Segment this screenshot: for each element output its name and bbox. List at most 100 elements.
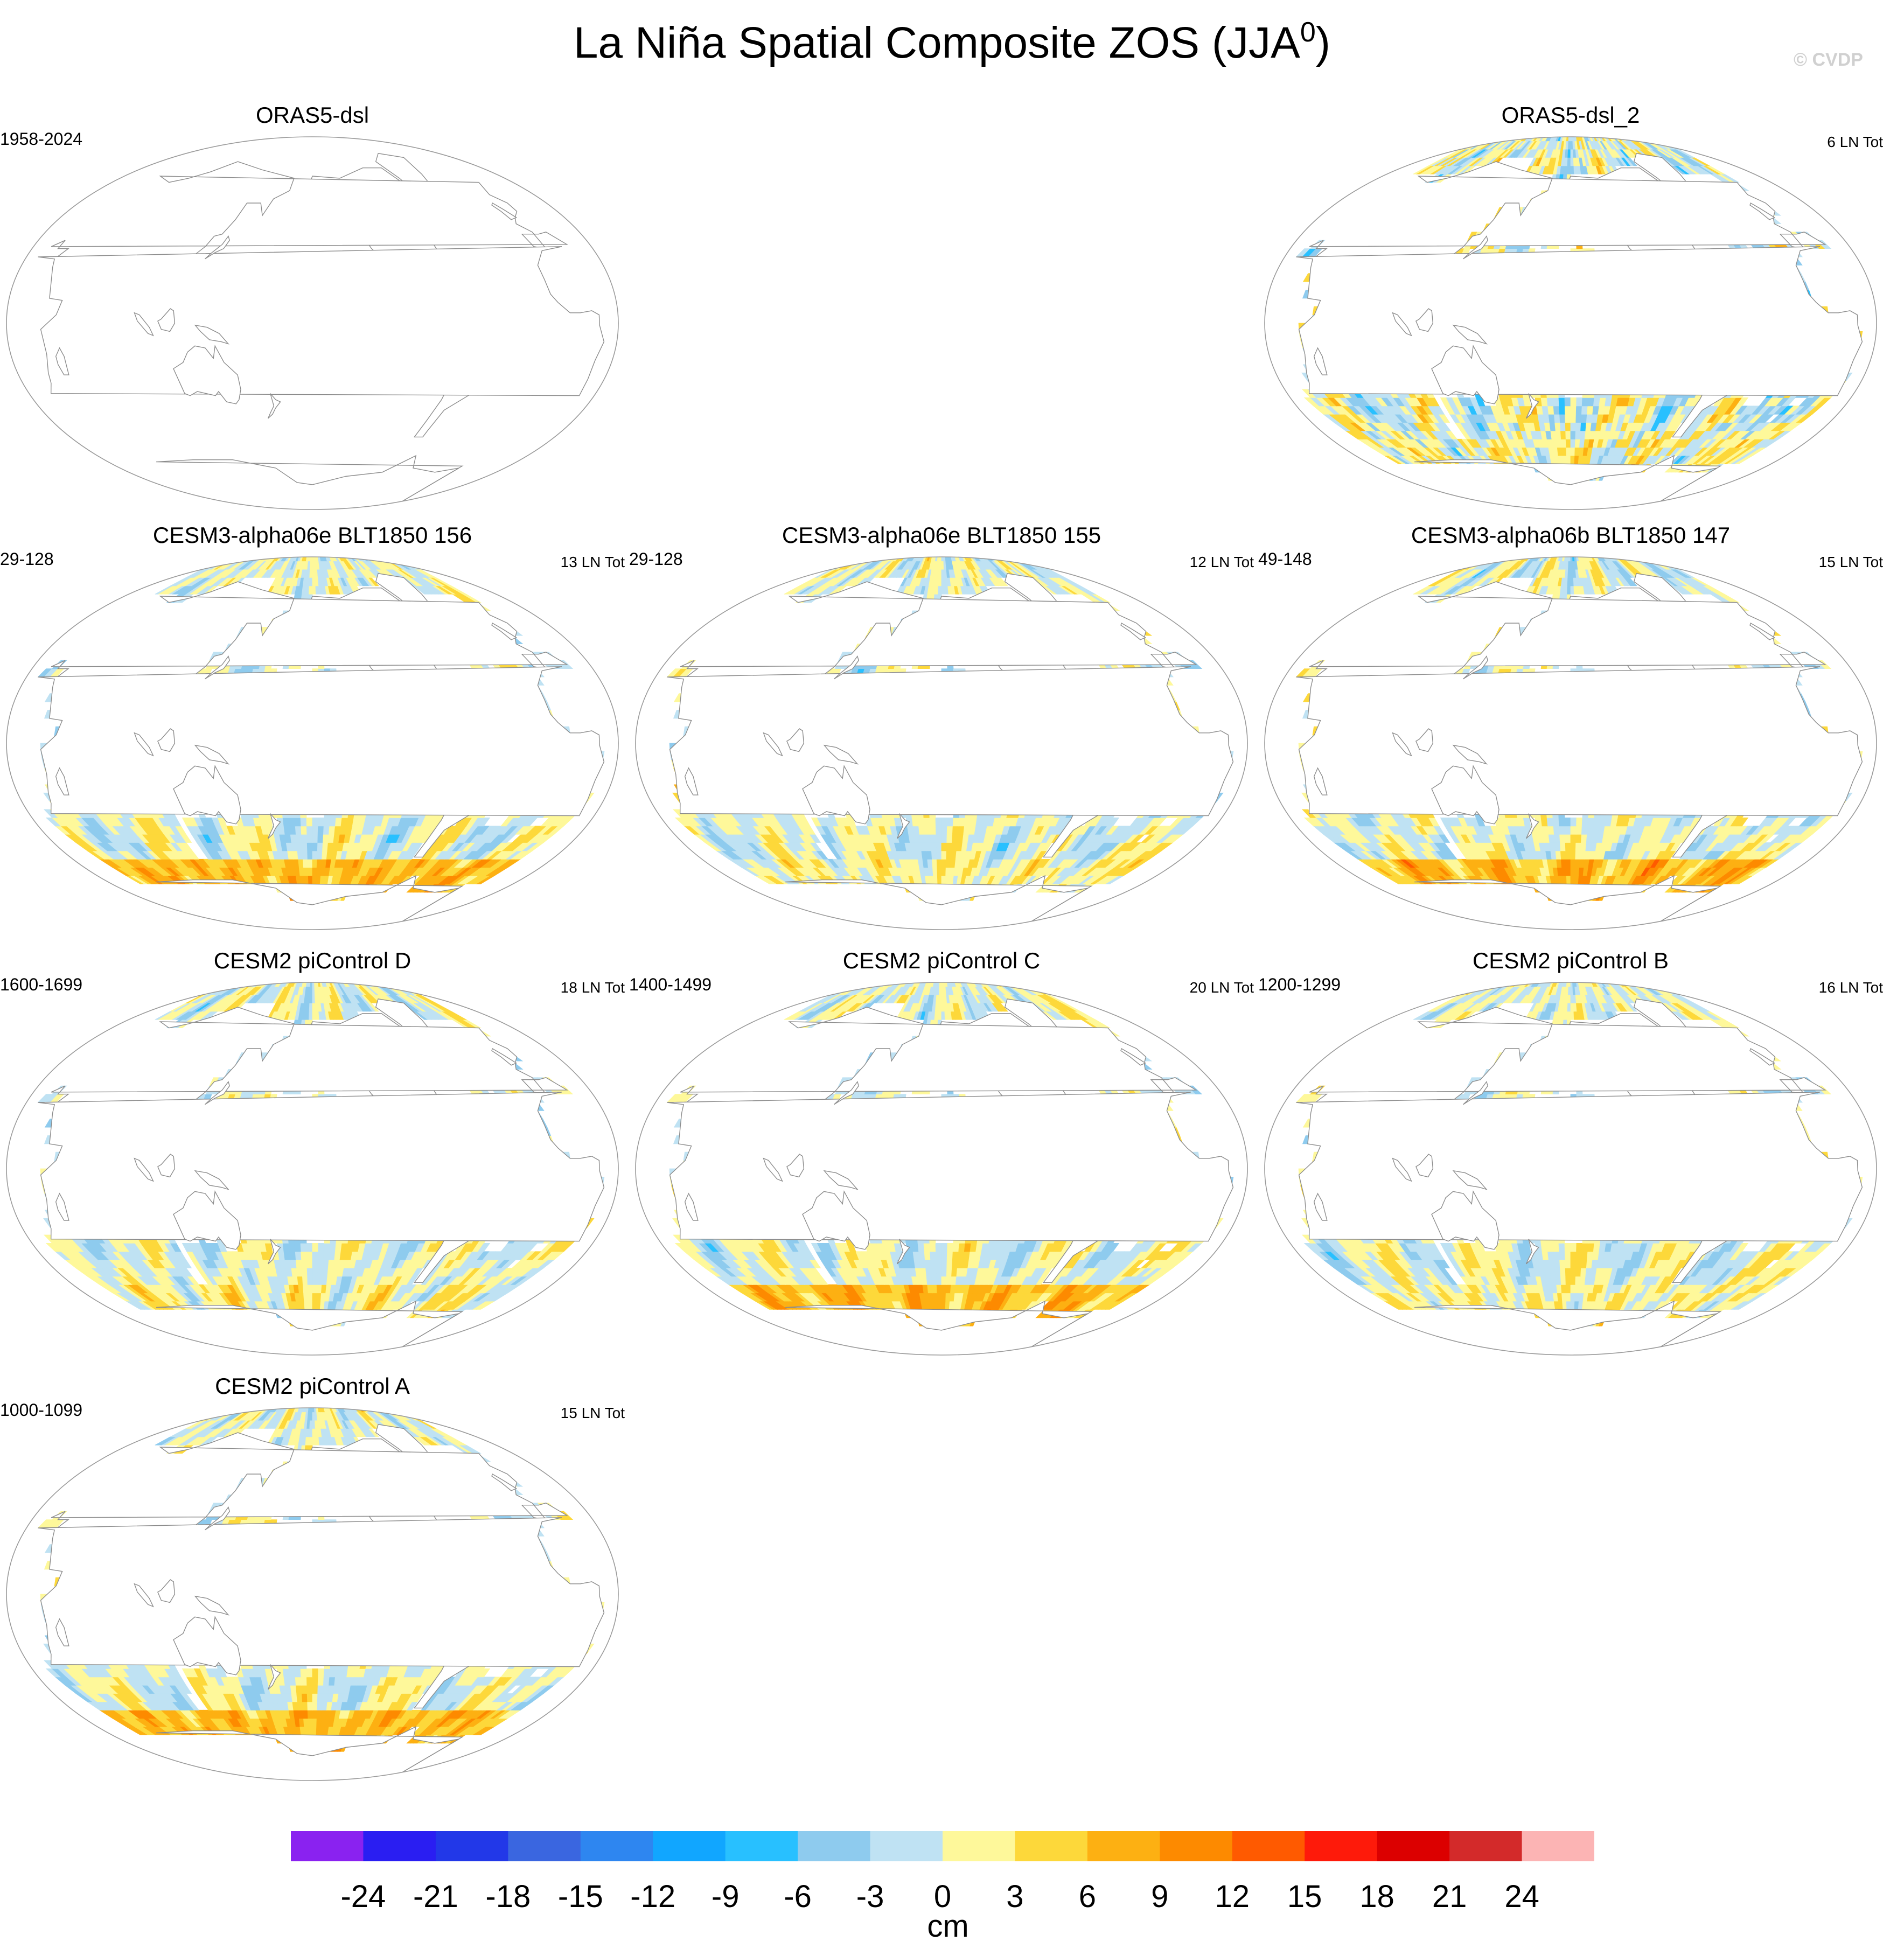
- field-cell: [1567, 165, 1571, 174]
- field-cell: [936, 842, 942, 851]
- field-cell: [958, 826, 965, 835]
- field-cell: [1581, 397, 1589, 407]
- panel-years: 29-128: [0, 549, 54, 569]
- field-cell: [1559, 414, 1566, 423]
- field-cell: [1570, 165, 1574, 174]
- field-cell: [318, 818, 325, 827]
- field-cell: [1580, 422, 1587, 431]
- land-borneo: [157, 308, 176, 332]
- field-cell: [1562, 455, 1567, 464]
- land-australia: [1431, 345, 1500, 404]
- map-panel-orasdsl: ORAS5-dsl 1958-2024: [0, 102, 625, 522]
- field-cell: [946, 834, 953, 843]
- field-cell: [1485, 137, 1503, 142]
- copyright-label: © CVDP: [1794, 50, 1863, 70]
- ocean-field: [37, 557, 605, 930]
- field-cell: [952, 834, 959, 843]
- field-cell: [918, 826, 925, 835]
- field-cell: [295, 826, 302, 835]
- field-cell: [218, 557, 238, 562]
- field-cell: [232, 557, 250, 562]
- panel-title: CESM3-alpha06e BLT1850 155: [782, 522, 1101, 548]
- field-cell: [1784, 406, 1800, 415]
- field-cell: [1566, 447, 1571, 456]
- field-cell: [329, 818, 337, 827]
- field-cell: [1581, 414, 1588, 423]
- field-cell: [1565, 414, 1571, 423]
- field-cell: [935, 826, 942, 835]
- field-cell: [378, 557, 397, 562]
- field-cell: [304, 875, 309, 884]
- field-cell: [288, 818, 296, 827]
- field-cell: [926, 850, 932, 860]
- field-cell: [1574, 438, 1581, 448]
- field-cell: [323, 834, 330, 843]
- field-cell: [1547, 406, 1554, 415]
- field-cell: [1635, 137, 1653, 142]
- field-cell: [919, 834, 926, 843]
- field-cell: [310, 557, 313, 562]
- field-cell: [312, 867, 317, 876]
- field-cell: [236, 557, 254, 562]
- field-cell: [477, 818, 491, 827]
- field-cell: [1565, 422, 1571, 431]
- map-orasdsl: [6, 136, 619, 510]
- land-africa: [38, 246, 605, 396]
- field-cell: [1570, 397, 1577, 407]
- field-cell: [931, 858, 938, 868]
- field-cell: [309, 585, 313, 595]
- field-cell: [317, 842, 323, 851]
- field-cell: [301, 826, 308, 835]
- field-cell: [1549, 422, 1556, 431]
- field-cell: [384, 557, 402, 562]
- field-cell: [230, 557, 248, 562]
- field-cell: [1540, 397, 1549, 407]
- field-cell: [312, 858, 318, 868]
- field-cell: [306, 826, 313, 835]
- field-cell: [298, 867, 305, 876]
- field-cell: [946, 842, 952, 851]
- field-cell: [306, 818, 313, 827]
- field-cell: [228, 557, 247, 562]
- field-cell: [309, 569, 313, 578]
- field-cell: [941, 842, 947, 851]
- field-cell: [371, 557, 388, 562]
- ocean-field: [1295, 137, 1863, 509]
- page-title: La Niña Spatial Composite ZOS (JJA0): [573, 17, 1331, 67]
- field-cell: [1556, 438, 1562, 448]
- field-cell: [1476, 137, 1496, 142]
- land-nz: [1525, 393, 1539, 419]
- field-cell: [308, 875, 313, 884]
- field-cell: [937, 867, 942, 876]
- field-cell: [382, 557, 400, 562]
- field-cell: [282, 818, 290, 827]
- field-cell: [924, 826, 931, 835]
- field-cell: [307, 858, 313, 868]
- field-cell: [305, 585, 310, 595]
- panel-event-count: 6 LN Tot: [1827, 134, 1883, 150]
- field-cell: [227, 557, 245, 562]
- field-cell: [294, 818, 302, 827]
- land-antarctica: [156, 455, 464, 509]
- field-cell: [302, 858, 309, 868]
- field-cell: [290, 834, 297, 843]
- field-cell: [1560, 430, 1566, 439]
- field-cell: [1561, 447, 1567, 456]
- field-cell: [1633, 137, 1651, 142]
- field-cell: [1564, 397, 1571, 407]
- map-panel-orasdsl2: ORAS5-dsl_2 6 LN Tot: [1258, 102, 1883, 522]
- field-cell: [373, 557, 390, 562]
- map-e156: [6, 556, 619, 930]
- field-cell: [1636, 137, 1655, 142]
- field-cell: [936, 858, 942, 868]
- field-cell: [931, 842, 937, 851]
- field-cell: [317, 826, 324, 835]
- field-cell: [312, 585, 316, 595]
- field-cell: [312, 818, 319, 827]
- field-cell: [1478, 137, 1497, 142]
- field-cell: [1560, 422, 1566, 431]
- field-cell: [1642, 137, 1661, 142]
- field-cell: [945, 858, 952, 868]
- land-borneo: [1415, 308, 1434, 332]
- field-cell: [296, 842, 303, 851]
